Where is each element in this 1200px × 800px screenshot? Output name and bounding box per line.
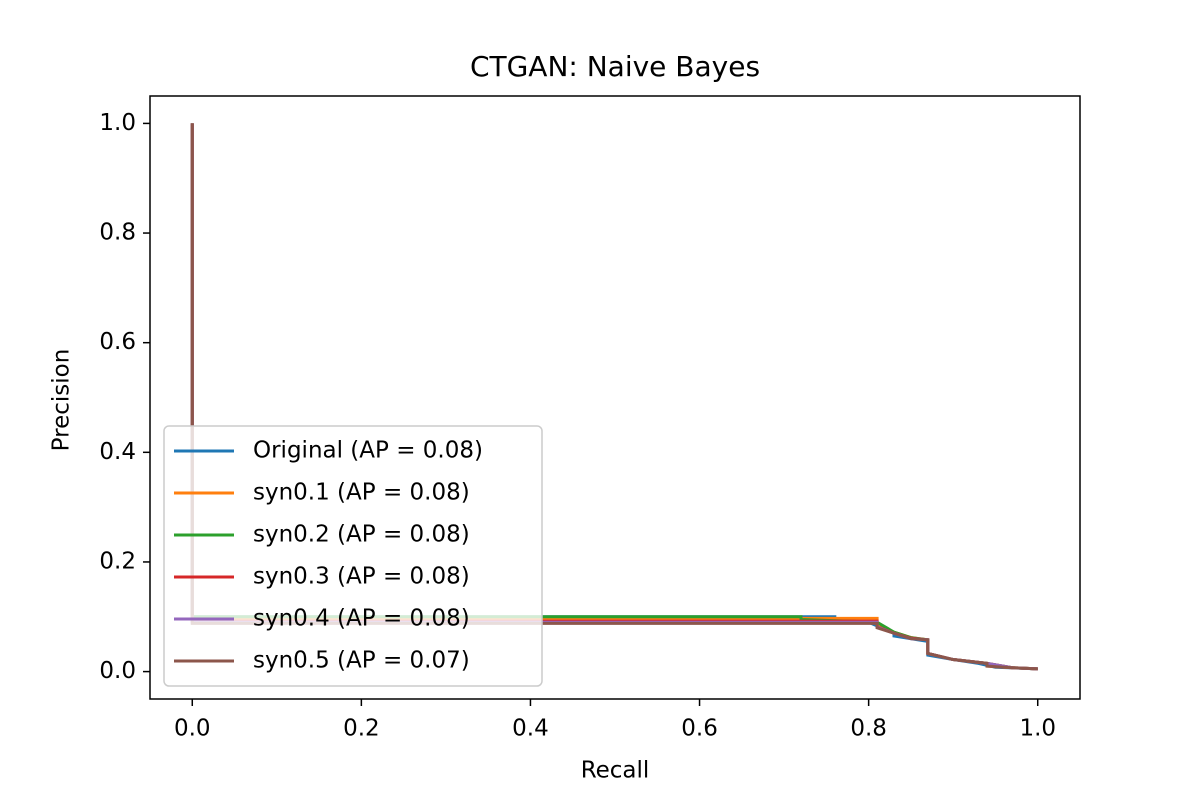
legend-label: syn0.4 (AP = 0.08) [253,606,470,632]
chart-title: CTGAN: Naive Bayes [470,50,760,83]
legend-box [163,425,543,687]
x-tick-label: 0.6 [681,716,718,742]
y-tick-label: 0.0 [99,658,136,684]
x-tick-label: 1.0 [1019,716,1056,742]
y-axis-label: Precision [49,349,75,452]
x-tick-label: 0.8 [850,716,887,742]
plot-frame [149,95,1081,700]
x-tick-label: 0.4 [512,716,549,742]
legend-label: syn0.1 (AP = 0.08) [253,480,470,506]
legend-label: syn0.5 (AP = 0.07) [253,648,470,674]
y-tick-label: 0.2 [99,548,136,574]
y-tick-label: 1.0 [99,110,136,136]
x-axis-label: Recall [581,758,650,784]
y-tick-label: 0.8 [99,220,136,246]
x-tick-label: 0.2 [343,716,380,742]
series-line [190,123,1038,671]
y-tick-label: 0.6 [99,329,136,355]
legend-label: Original (AP = 0.08) [253,438,483,464]
y-tick-label: 0.4 [99,439,136,465]
legend-label: syn0.3 (AP = 0.08) [253,564,470,590]
legend-label: syn0.2 (AP = 0.08) [253,522,470,548]
x-tick-label: 0.0 [174,716,211,742]
